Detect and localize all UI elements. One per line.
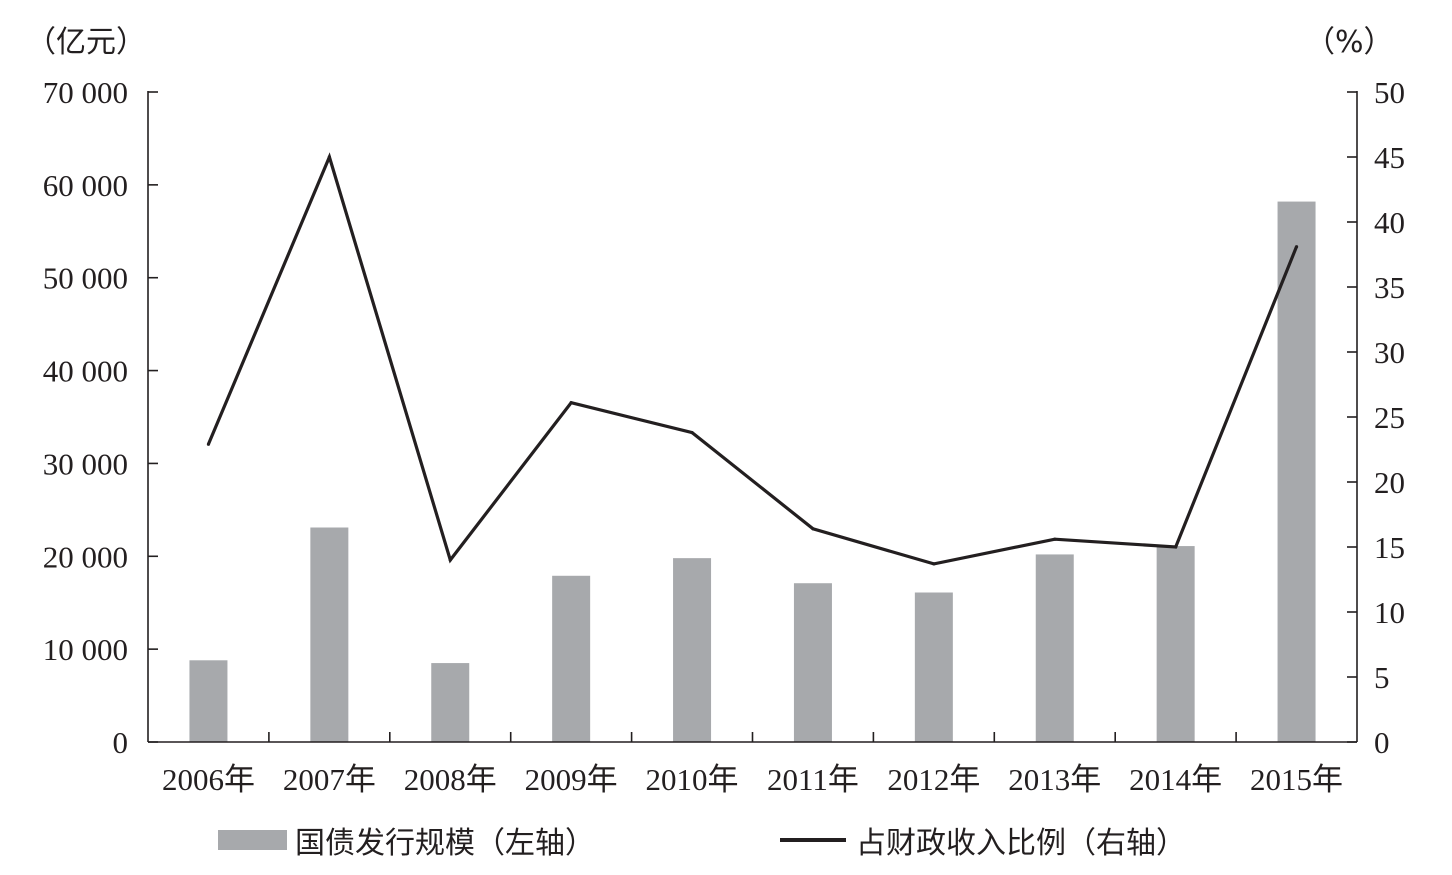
left-tick-label-7: 70 000 [43, 75, 128, 110]
left-tick-label-5: 50 000 [43, 261, 128, 296]
right-tick-label-5: 25 [1374, 400, 1405, 435]
left-tick-label-1: 10 000 [43, 632, 128, 667]
line-series [206, 152, 1299, 566]
legend-item-bar: 国债发行规模（左轴） [218, 818, 595, 862]
bar-3 [552, 575, 591, 742]
x-axis-ticks: 2006年 2007年 2008年 2009年 2010年 2011年 2012年 2013年… [162, 732, 1343, 797]
x-tick-label-7: 2013年 [1008, 762, 1101, 797]
right-tick-label-10: 50 [1374, 75, 1405, 110]
x-tick-label-3: 2009年 [525, 762, 618, 797]
bar-5 [793, 583, 832, 742]
right-axis-ticks: 0 5 10 15 20 25 30 35 40 45 50 [1347, 75, 1405, 760]
left-axis-unit: （亿元） [26, 25, 146, 60]
x-tick-label-4: 2010年 [646, 762, 739, 797]
line-point-8 [1174, 545, 1178, 549]
line-point-0 [206, 442, 211, 446]
left-tick-label-0: 0 [113, 725, 129, 760]
right-tick-label-2: 10 [1374, 595, 1405, 630]
line-point-6 [932, 562, 936, 566]
bar-1 [310, 527, 349, 742]
right-tick-label-9: 45 [1374, 140, 1405, 175]
right-tick-label-4: 20 [1374, 465, 1405, 500]
x-tick-label-0: 2006年 [162, 762, 255, 797]
left-tick-label-2: 20 000 [43, 539, 128, 574]
x-tick-label-2: 2008年 [404, 762, 497, 797]
line-point-3 [569, 401, 573, 405]
right-tick-label-0: 0 [1374, 725, 1390, 760]
bar-0 [189, 660, 228, 742]
x-tick-label-8: 2014年 [1129, 762, 1222, 797]
x-tick-label-9: 2015年 [1250, 762, 1343, 797]
legend-bar-label: 国债发行规模（左轴） [295, 826, 595, 861]
left-tick-label-4: 40 000 [43, 354, 128, 389]
x-tick-label-6: 2012年 [887, 762, 980, 797]
bar-series [189, 201, 1316, 743]
bar-7 [1035, 554, 1074, 742]
left-tick-label-6: 60 000 [43, 168, 128, 203]
bar-9 [1277, 201, 1316, 743]
line-point-1 [327, 155, 331, 159]
line-point-4 [690, 431, 694, 435]
legend-line-swatch [780, 838, 846, 842]
right-axis-unit: （%） [1305, 25, 1394, 60]
right-tick-label-6: 30 [1374, 335, 1405, 370]
legend-item-line: 占财政收入比例（右轴） [780, 818, 1186, 862]
legend-line-label: 占财政收入比例（右轴） [856, 826, 1186, 861]
legend-bar-swatch [218, 830, 287, 850]
left-axis-ticks: 0 10 000 20 000 30 000 40 000 50 000 60 000 70 … [43, 75, 158, 760]
bar-2 [431, 663, 470, 742]
right-tick-label-7: 35 [1374, 270, 1405, 305]
line-point-2 [448, 558, 452, 562]
left-tick-label-3: 30 000 [43, 446, 128, 481]
x-tick-label-5: 2011年 [767, 762, 859, 797]
line-point-7 [1053, 537, 1057, 541]
right-tick-label-8: 40 [1374, 205, 1405, 240]
bar-4 [673, 558, 712, 742]
right-tick-label-3: 15 [1374, 530, 1405, 565]
bar-6 [914, 592, 953, 742]
right-tick-label-1: 5 [1374, 660, 1390, 695]
x-tick-label-1: 2007年 [283, 762, 376, 797]
line-point-9 [1294, 245, 1299, 249]
line-point-5 [811, 527, 815, 531]
ratio-line [206, 152, 1298, 566]
bar-8 [1156, 546, 1195, 742]
